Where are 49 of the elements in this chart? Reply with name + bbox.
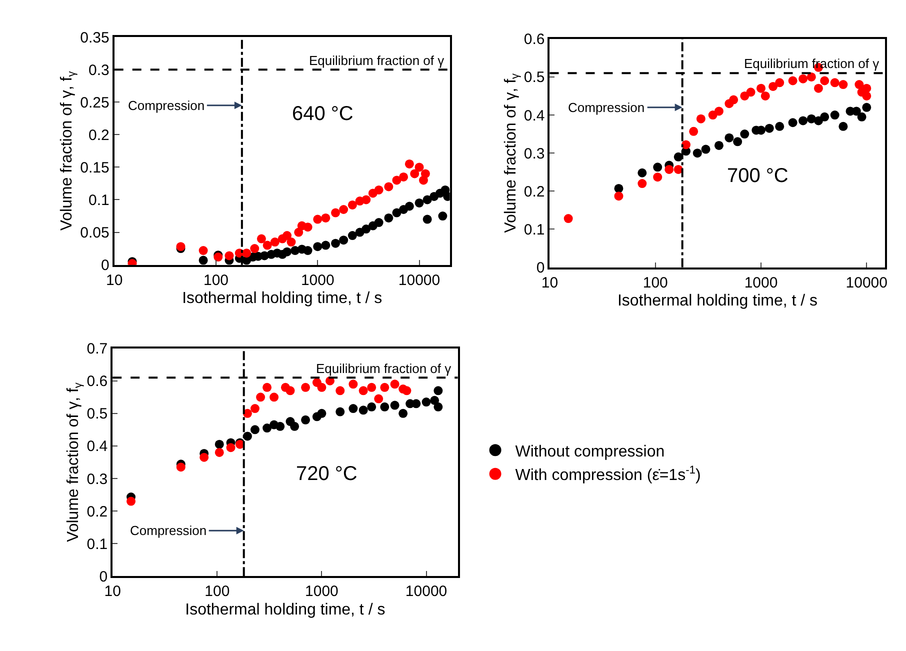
- y-tick-label: 0.1: [86, 536, 108, 553]
- y-tick-label: 0.3: [524, 145, 545, 162]
- legend-label: With compression (ε̇=1s$^{-1}$): [515, 464, 701, 484]
- x-tick-label: 100: [203, 272, 229, 289]
- x-tick-label: 10000: [398, 272, 440, 289]
- x-tick-label: 1000: [305, 583, 338, 600]
- y-tick-label: 0.6: [524, 31, 545, 48]
- y-tick-label: 0.35: [80, 29, 110, 46]
- x-tick-label: 10: [106, 272, 123, 289]
- y-tick-label: 0.3: [88, 62, 110, 79]
- x-tick-label: 100: [642, 274, 668, 292]
- ref-line-label: Compression: [128, 98, 205, 113]
- y-tick-label: 0.5: [86, 406, 108, 423]
- x-tick-label: 1000: [300, 272, 334, 289]
- y-tick-label: 0.2: [524, 183, 545, 200]
- legend-label: Without compression: [515, 443, 665, 460]
- x-axis-title: Isothermal holding time, t / s: [182, 290, 382, 308]
- ref-line-label: Equilibrium fraction of γ: [316, 361, 452, 376]
- x-tick-label: 10: [541, 274, 558, 292]
- ref-line-label: Compression: [130, 523, 207, 538]
- y-tick-label: 0: [101, 257, 110, 274]
- x-tick-label: 1000: [744, 274, 778, 292]
- annotation: 720 °C: [296, 463, 358, 485]
- y-tick-label: 0.2: [86, 503, 108, 520]
- y-tick-label: 0.3: [86, 470, 108, 488]
- annotation: 640 °C: [292, 103, 354, 125]
- y-tick-label: 0: [99, 568, 108, 586]
- y-tick-label: 0.25: [80, 94, 110, 112]
- y-tick-label: 0: [536, 260, 545, 277]
- y-tick-label: 0.15: [80, 159, 110, 176]
- x-tick-label: 100: [204, 583, 230, 600]
- annotation: 700 °C: [727, 165, 788, 187]
- y-tick-label: 0.4: [524, 107, 545, 124]
- x-axis-title: Isothermal holding time, t / s: [185, 601, 386, 618]
- x-tick-label: 10: [104, 583, 121, 600]
- y-tick-label: 0.1: [88, 192, 110, 209]
- y-tick-label: 0.5: [524, 69, 545, 86]
- ref-line-label: Compression: [568, 100, 645, 115]
- ref-line-label: Equilibrium fraction of γ: [744, 56, 880, 71]
- x-tick-label: 10000: [846, 274, 888, 292]
- y-tick-label: 0.05: [80, 224, 110, 242]
- y-tick-label: 0.6: [86, 373, 108, 390]
- y-tick-label: 0.2: [88, 126, 110, 144]
- ref-line-label: Equilibrium fraction of γ: [309, 53, 445, 68]
- y-tick-label: 0.1: [524, 221, 545, 238]
- x-tick-label: 10000: [405, 583, 448, 600]
- y-tick-label: 0.7: [86, 340, 108, 358]
- x-axis-title: Isothermal holding time, t / s: [617, 292, 818, 310]
- y-tick-label: 0.4: [86, 438, 108, 456]
